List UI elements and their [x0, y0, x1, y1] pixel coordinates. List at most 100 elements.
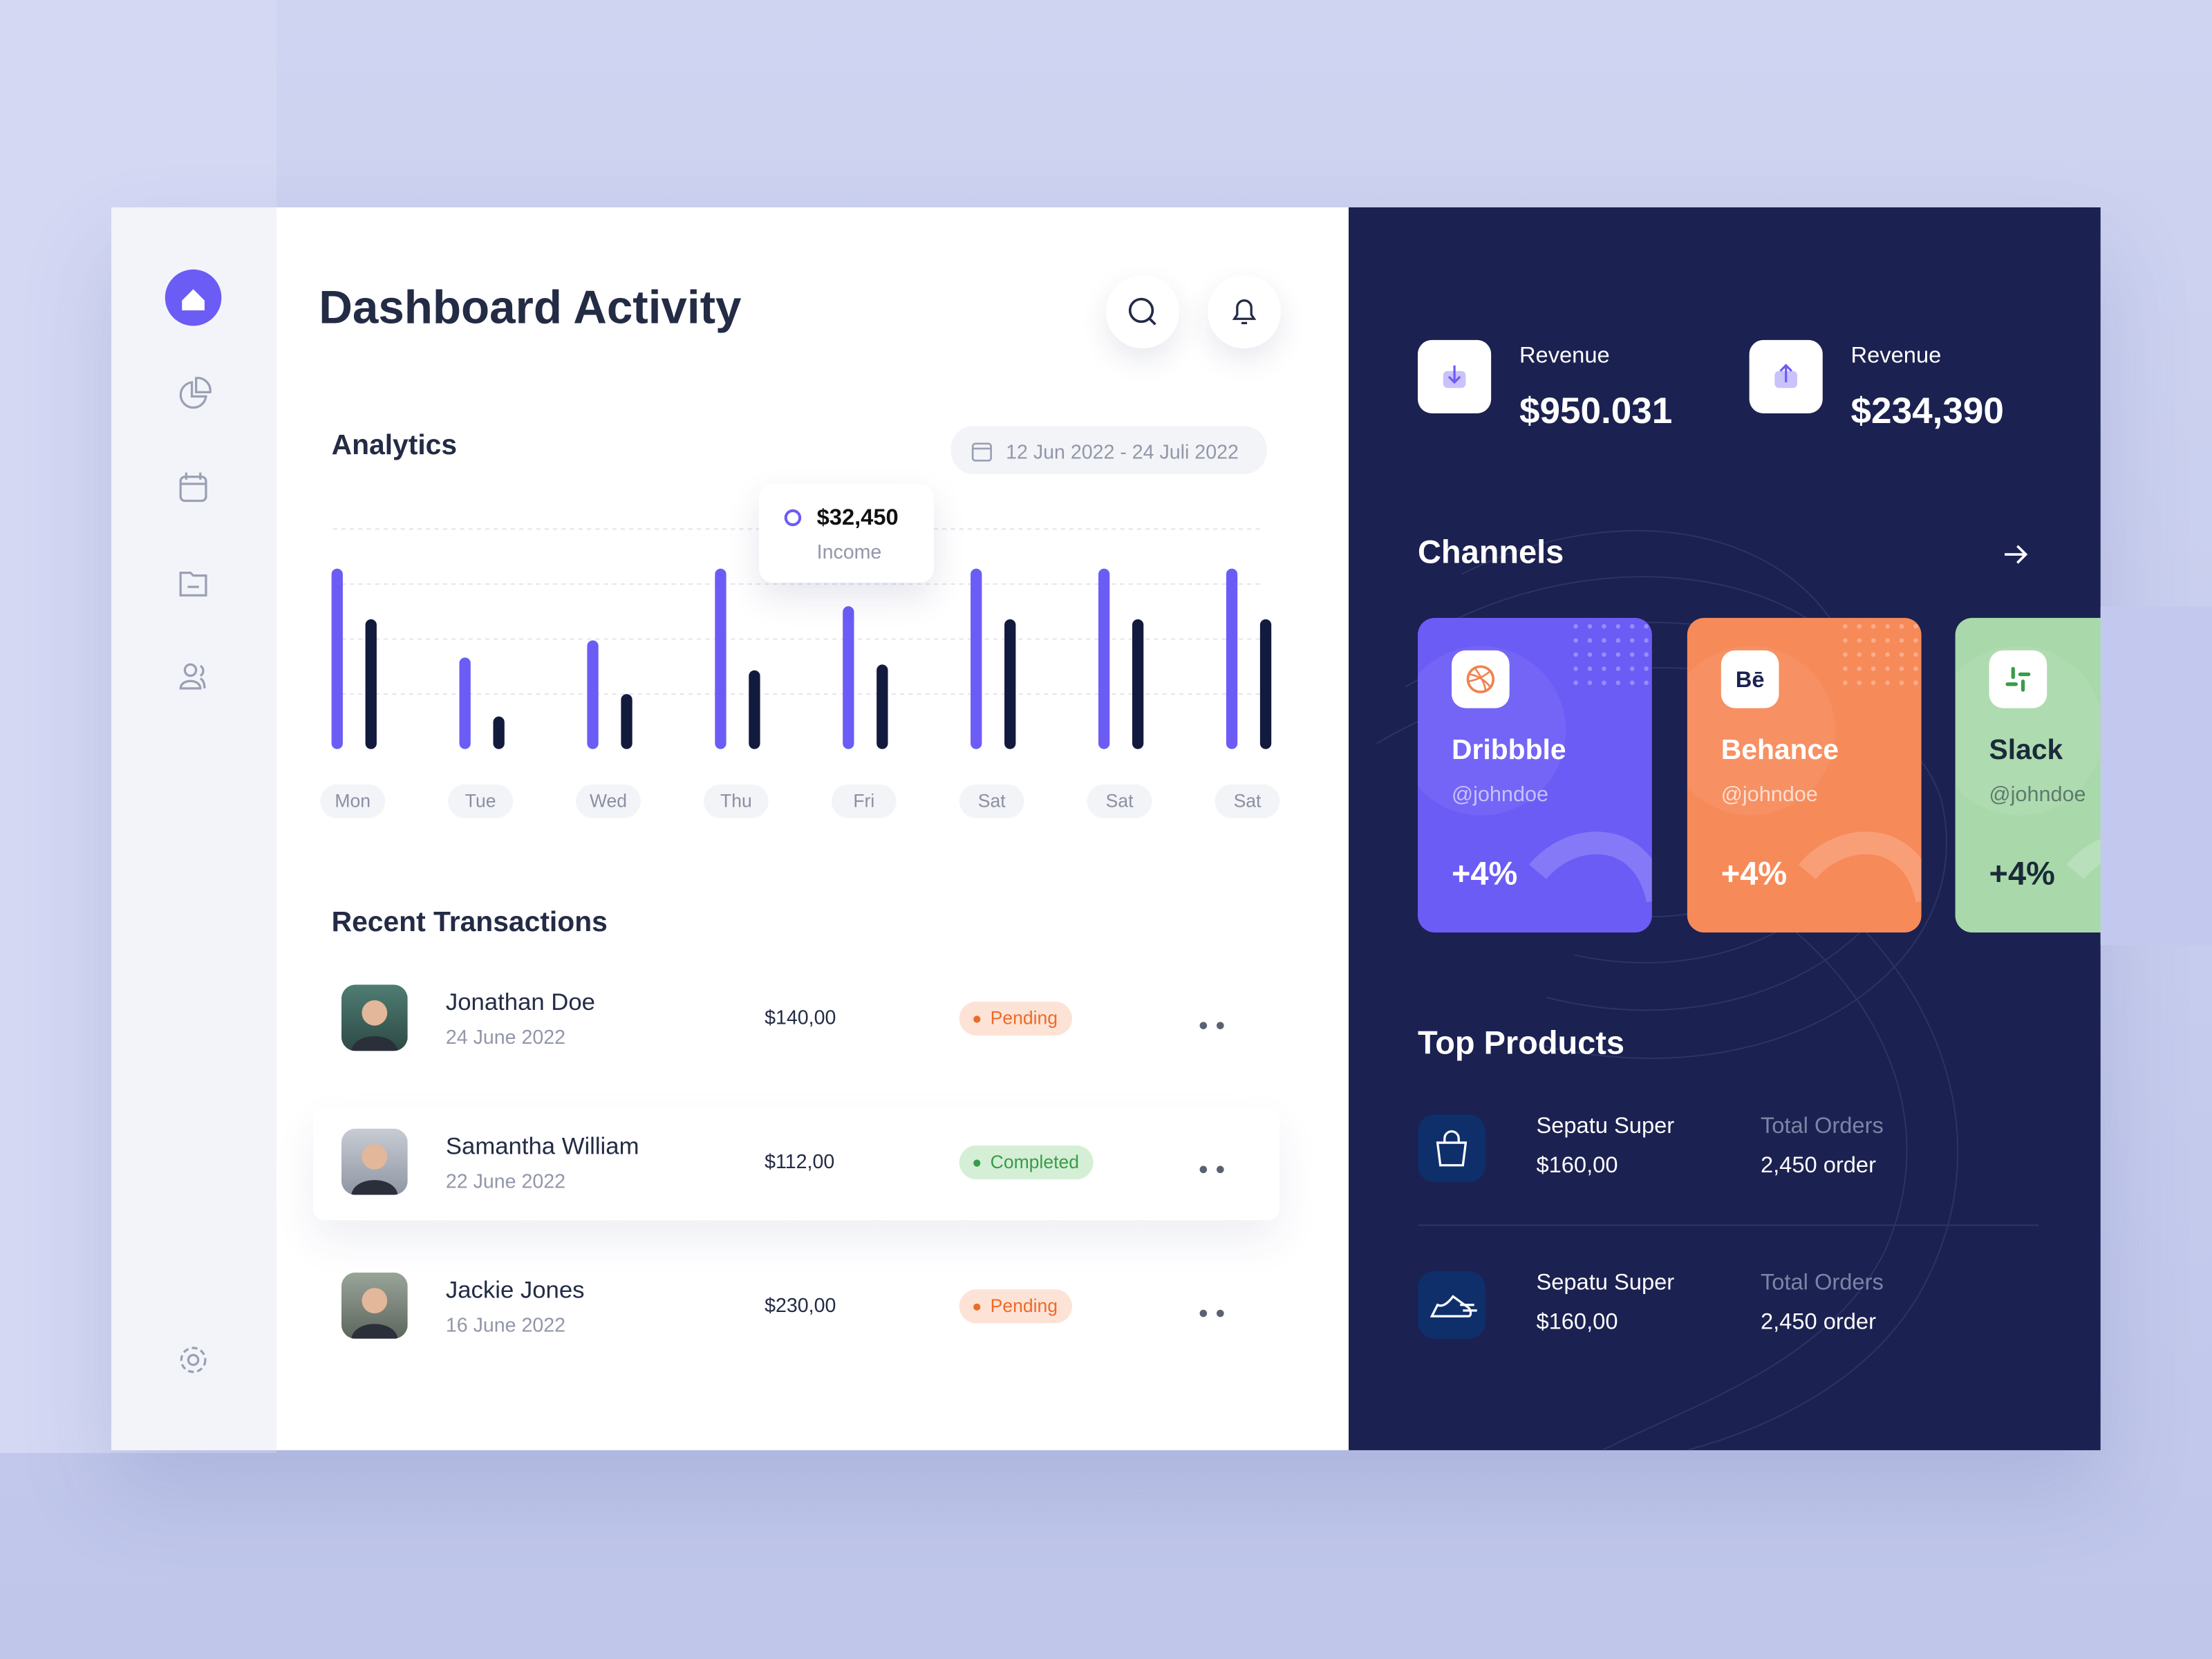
channel-handle: @johndoe [1452, 782, 1549, 807]
home-icon [182, 289, 205, 310]
channels-arrow[interactable] [2000, 539, 2032, 570]
transaction-amount: $230,00 [765, 1293, 836, 1317]
channel-logo [1989, 650, 2047, 709]
transaction-date: 24 June 2022 [445, 1025, 566, 1049]
bar [1226, 568, 1238, 749]
folder-icon[interactable] [179, 571, 207, 597]
bar [1132, 619, 1144, 749]
avatar [341, 984, 408, 1051]
product-icon [1418, 1271, 1485, 1339]
product-price: $160,00 [1536, 1310, 1618, 1335]
channel-handle: @johndoe [1721, 782, 1818, 807]
transaction-name: Jonathan Doe [445, 988, 595, 1016]
channel-name: Dribbble [1452, 735, 1566, 767]
bar [365, 619, 377, 749]
channel-change: +4% [1721, 854, 1788, 892]
bar [715, 568, 727, 749]
bar [1004, 619, 1016, 749]
day-pill [1215, 784, 1280, 818]
day-pill [320, 784, 386, 818]
transaction-status: Completed [959, 1145, 1094, 1180]
avatar-image [341, 1128, 408, 1195]
dots-icon [1199, 1165, 1224, 1174]
x-tick-label: Sat [978, 790, 1006, 811]
bar [1259, 619, 1272, 749]
avatar-image [341, 1272, 408, 1339]
bar [877, 664, 888, 749]
revenue-value: $234,390 [1850, 389, 2004, 432]
search-icon [1128, 297, 1156, 326]
day-pill [1087, 784, 1152, 818]
x-tick-label: Mon [335, 790, 371, 811]
transaction-name: Samantha William [445, 1132, 639, 1160]
x-tick-label: Thu [720, 790, 752, 811]
row-menu[interactable] [1197, 1301, 1233, 1318]
channel-name: Slack [1989, 735, 2063, 767]
avatar [341, 1128, 408, 1195]
channel-name: Behance [1721, 735, 1839, 767]
product-price: $160,00 [1536, 1154, 1618, 1179]
day-pill [703, 784, 769, 818]
row-menu[interactable] [1197, 1156, 1233, 1174]
search-button[interactable] [1106, 274, 1180, 349]
notification-button[interactable] [1207, 274, 1282, 349]
dots-icon [1199, 1022, 1224, 1029]
product-divider [1418, 1224, 2038, 1226]
date-range-picker[interactable]: 12 Jun 2022 - 24 Juli 2022 [950, 426, 1267, 474]
orders-label: Total Orders [1760, 1271, 1884, 1295]
panel-edge [2100, 606, 2212, 946]
bar [971, 568, 982, 749]
channel-logo-glyph [1466, 665, 1495, 693]
product-name: Sepatu Super [1536, 1271, 1675, 1295]
day-pill [448, 784, 514, 818]
avatar-image [341, 984, 408, 1051]
day-pill [831, 784, 897, 818]
channel-card[interactable]: Bē [1687, 617, 1922, 932]
revenue-icon [1418, 339, 1492, 413]
product-name: Sepatu Super [1536, 1114, 1675, 1138]
bar [493, 716, 505, 749]
bag-icon [1436, 1130, 1468, 1167]
bar [459, 657, 471, 749]
highlighted-row[interactable] [313, 1107, 1280, 1221]
bell-icon [1232, 299, 1257, 324]
products-title: Top Products [1418, 1024, 1625, 1061]
channel-logo [1452, 650, 1510, 709]
shoe-icon [1430, 1295, 1477, 1318]
x-tick-label: Sat [1234, 790, 1262, 811]
calendar-icon[interactable] [179, 472, 207, 503]
bar [843, 606, 854, 749]
tooltip-label: Income [816, 540, 882, 563]
dots-icon [1199, 1309, 1224, 1318]
settings-icon[interactable] [180, 1347, 207, 1374]
revenue-icon-glyph [1443, 365, 1466, 388]
bar [749, 670, 760, 749]
orders-value: 2,450 order [1760, 1154, 1876, 1179]
bar [621, 694, 632, 749]
transaction-status: Pending [959, 1289, 1072, 1324]
svg-text:Bē: Bē [1736, 666, 1765, 692]
day-pill [576, 784, 641, 818]
users-icon[interactable] [179, 663, 206, 690]
revenue-label: Revenue [1850, 344, 1942, 368]
transaction-amount: $140,00 [765, 1006, 836, 1029]
day-pill [959, 784, 1024, 818]
x-tick-label: Fri [853, 790, 874, 811]
channel-card[interactable] [1418, 617, 1652, 932]
x-tick-label: Sat [1106, 790, 1134, 811]
analytics-title: Analytics [331, 430, 458, 462]
bar [587, 640, 599, 749]
revenue-icon [1749, 339, 1823, 413]
orders-label: Total Orders [1760, 1114, 1884, 1138]
channel-logo: Bē [1721, 650, 1779, 709]
calendar-small-icon [971, 442, 993, 462]
channels-title: Channels [1418, 533, 1564, 570]
sidebar-icons [165, 269, 222, 1374]
tooltip-value: $32,450 [816, 506, 899, 531]
transaction-amount: $112,00 [765, 1150, 835, 1172]
row-menu[interactable] [1197, 1013, 1233, 1029]
chart-icon[interactable] [179, 377, 212, 409]
